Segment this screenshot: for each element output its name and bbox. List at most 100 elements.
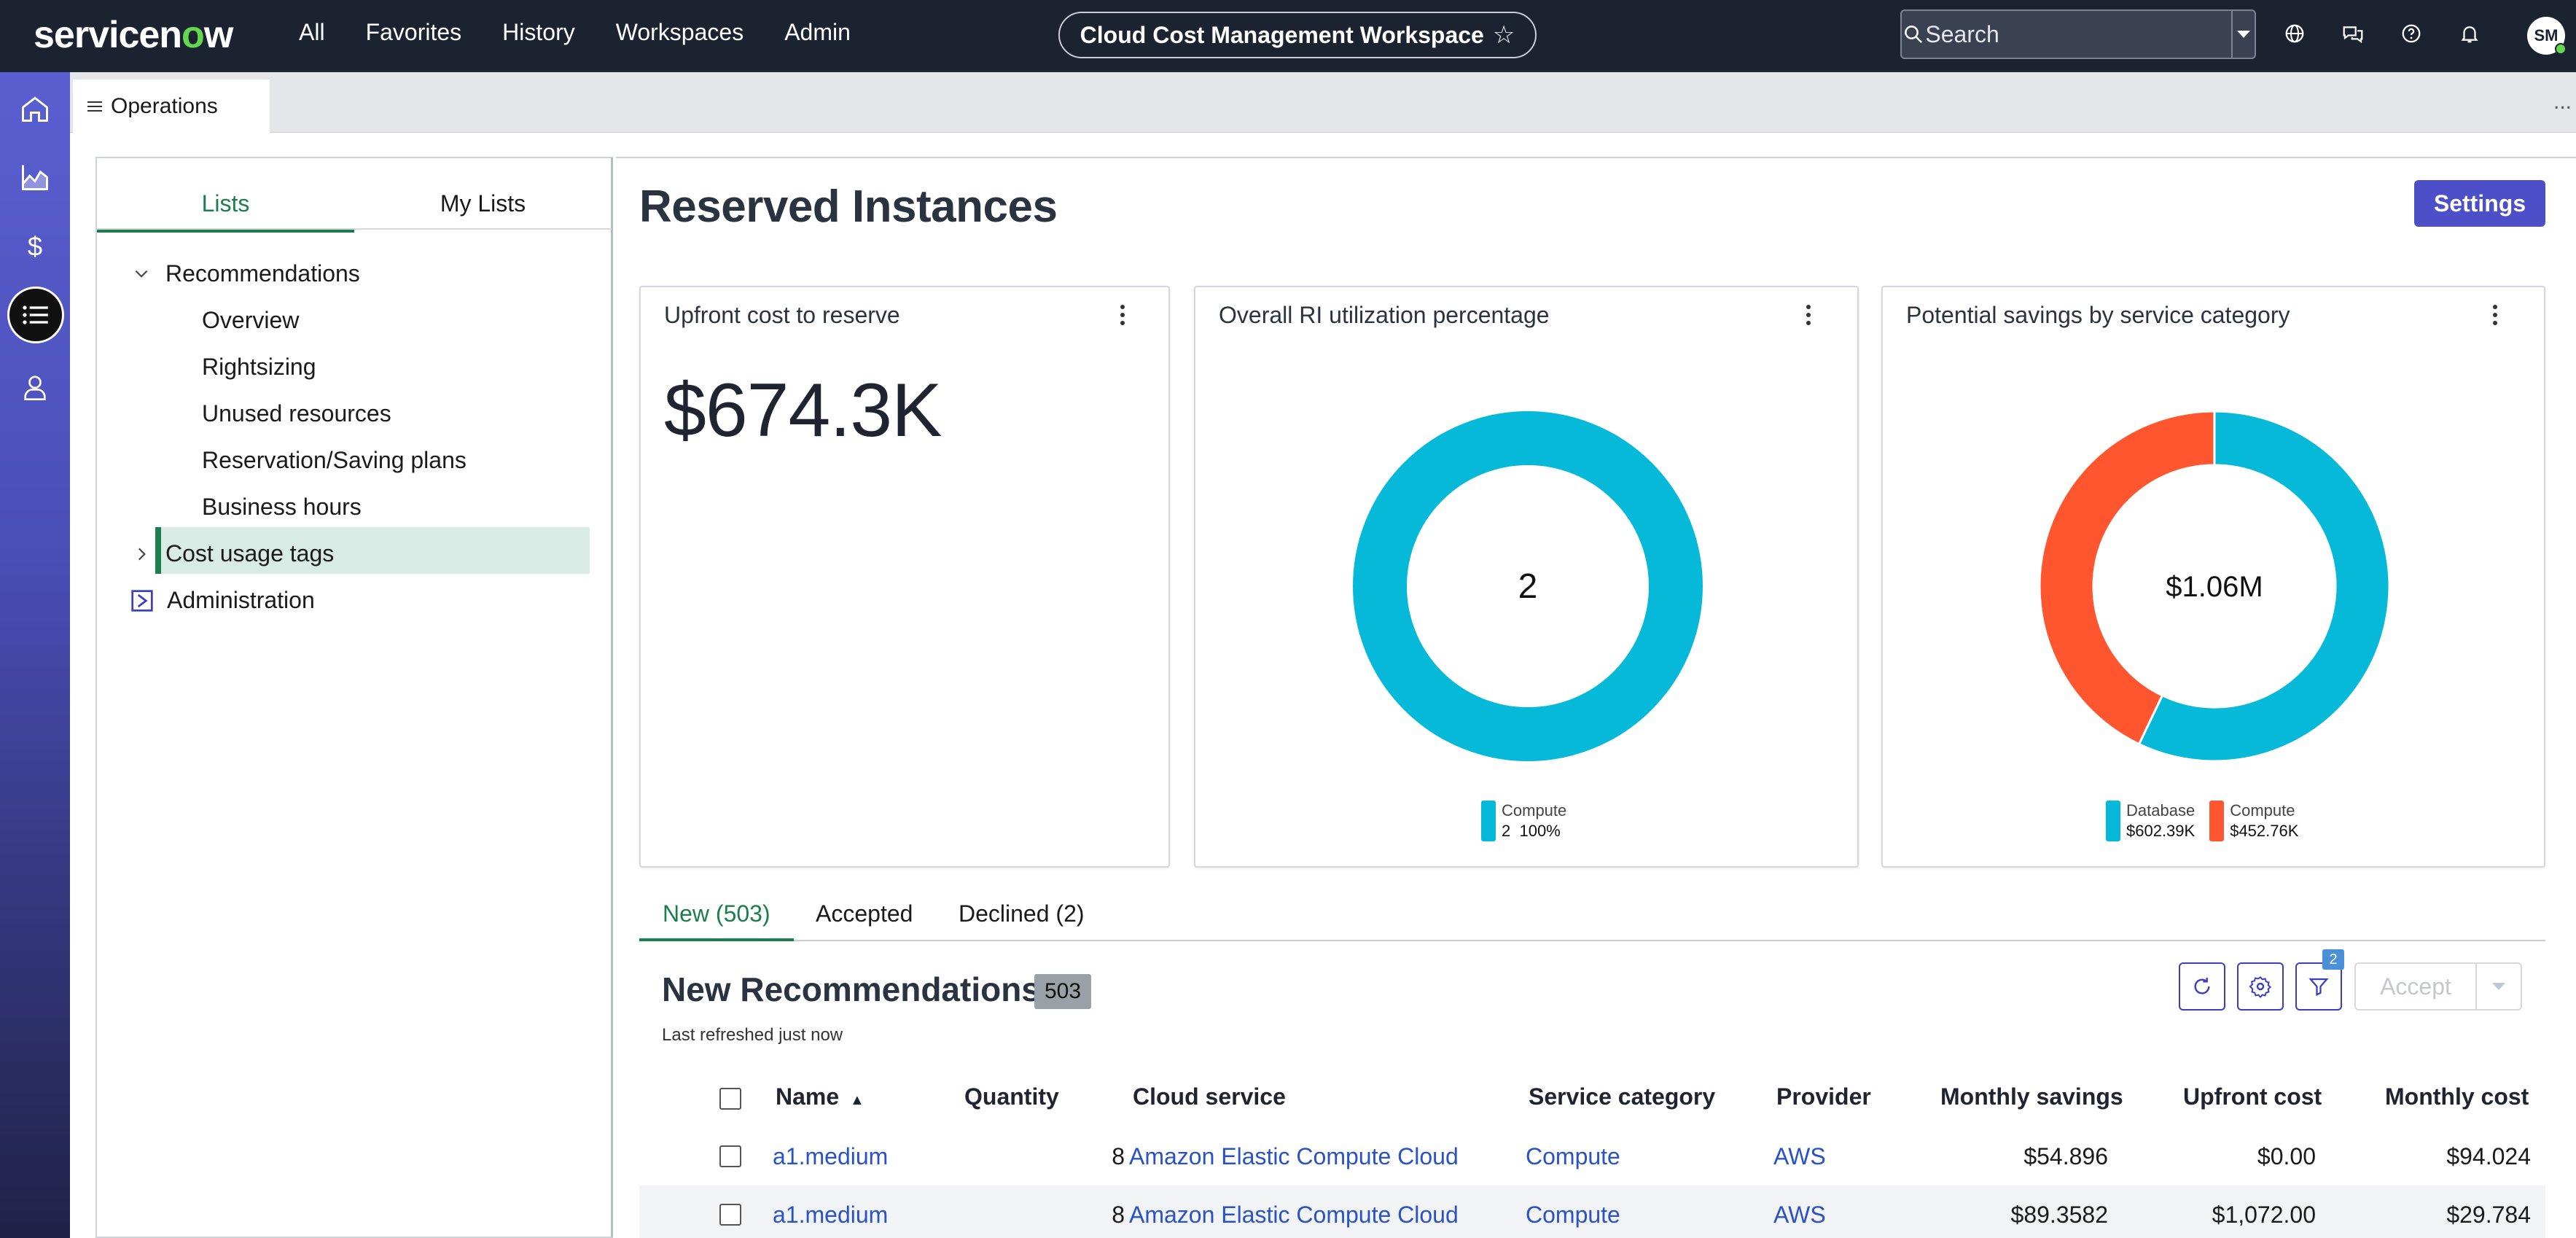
tree-node-cost-usage-tags[interactable]: Cost usage tags [132,540,334,567]
nav-workspaces[interactable]: Workspaces [615,19,744,45]
home-icon[interactable] [13,87,57,131]
tree-node-administration[interactable]: Administration [130,587,315,614]
table-row[interactable]: a1.medium 8 Amazon Elastic Compute Cloud… [639,1127,2545,1186]
legend-item-database[interactable]: Database $602.39K [2106,801,2195,841]
selected-item-highlight [155,527,590,574]
cell-upfront-cost: $0.00 [2257,1143,2316,1169]
user-avatar[interactable]: SM [2527,17,2567,55]
search-input[interactable] [1925,20,2232,48]
tree-item-overview[interactable]: Overview [202,307,300,333]
tab-operations[interactable]: Operations [73,79,270,133]
cell-provider[interactable]: AWS [1773,1143,1826,1169]
list-navigation-panel: Lists My Lists Recommendations Overview … [95,157,613,1238]
search-icon [1902,23,1925,45]
svg-text:$: $ [28,231,42,261]
bell-icon[interactable] [2455,19,2484,48]
chat-icon[interactable] [2338,19,2368,48]
column-header-monthly-cost[interactable]: Monthly cost [2385,1083,2529,1110]
nav-all[interactable]: All [299,19,325,45]
column-header-cloud-service[interactable]: Cloud service [1133,1083,1286,1110]
tree-node-recommendations[interactable]: Recommendations [132,260,360,287]
top-icon-group [2280,19,2484,48]
savings-legend: Database $602.39K Compute $452.76K [2106,801,2298,841]
last-refreshed-text: Last refreshed just now [662,1025,843,1045]
tree-label-administration: Administration [167,587,315,613]
upfront-cost-value: $674.3K [664,368,942,453]
cell-name[interactable]: a1.medium [773,1143,889,1169]
accept-button[interactable]: Accept [2354,962,2477,1011]
sort-ascending-icon: ▲ [850,1092,864,1108]
list-settings-button[interactable] [2237,962,2284,1011]
savings-slice-compute[interactable] [2038,410,2216,746]
gear-icon [2249,976,2272,998]
card-menu-icon[interactable] [1120,305,1128,329]
table-row[interactable]: a1.medium 8 Amazon Elastic Compute Cloud… [639,1186,2545,1238]
globe-icon[interactable] [2280,19,2309,48]
utilization-slice-compute[interactable] [1353,411,1703,761]
tree-item-business-hours[interactable]: Business hours [202,494,362,520]
cell-service-category[interactable]: Compute [1526,1143,1620,1169]
select-all-checkbox[interactable] [719,1088,741,1110]
card-menu-icon[interactable] [1806,305,1814,329]
row-checkbox[interactable] [719,1145,741,1167]
list-icon[interactable] [7,287,64,343]
list-panel-tabs: Lists My Lists [97,158,612,233]
column-header-quantity[interactable]: Quantity [964,1083,1059,1110]
nav-admin[interactable]: Admin [784,19,851,45]
savings-slice-database[interactable] [2137,410,2391,763]
legend-swatch [2106,801,2120,841]
legend-value: $602.39K [2126,822,2196,840]
column-header-provider[interactable]: Provider [1776,1083,1871,1110]
card-menu-icon[interactable] [2493,305,2500,329]
favorite-star-icon[interactable]: ☆ [1492,21,1515,49]
upfront-cost-title: Upfront cost to reserve [664,302,900,328]
cell-service-category[interactable]: Compute [1526,1202,1620,1228]
legend-item-compute[interactable]: Compute $452.76K [2209,801,2298,841]
column-header-service-category[interactable]: Service category [1529,1083,1716,1110]
chevron-down-icon [2492,983,2505,990]
column-header-upfront-cost[interactable]: Upfront cost [2183,1083,2322,1110]
recommendations-count-badge: 503 [1034,974,1092,1009]
nav-favorites[interactable]: Favorites [365,19,462,45]
tree-item-unused-resources[interactable]: Unused resources [202,400,391,427]
nav-history[interactable]: History [502,19,575,45]
tab-declined[interactable]: Declined (2) [959,900,1085,927]
refresh-button[interactable] [2179,962,2225,1011]
tab-new[interactable]: New (503) [639,900,794,941]
column-header-monthly-savings[interactable]: Monthly savings [1940,1083,2123,1110]
dollar-icon[interactable]: $ [13,224,57,268]
left-rail: $ [0,72,70,1238]
help-icon[interactable] [2397,19,2426,48]
tab-strip-more-icon[interactable]: ... [2553,90,2572,114]
tab-lists[interactable]: Lists [97,190,354,233]
user-icon[interactable] [13,365,57,409]
tree-item-reservation-saving-plans[interactable]: Reservation/Saving plans [202,447,467,473]
page-title: Reserved Instances [639,182,1058,232]
workspace-title-pill[interactable]: Cloud Cost Management Workspace ☆ [1058,12,1537,58]
column-header-name[interactable]: Name ▲ [776,1083,864,1110]
search-scope-dropdown[interactable] [2231,11,2255,58]
cell-cloud-service[interactable]: Amazon Elastic Compute Cloud [1129,1202,1459,1228]
legend-swatch [2209,801,2225,841]
analytics-icon[interactable] [13,155,57,199]
tab-my-lists[interactable]: My Lists [440,190,526,217]
recommendation-status-tabs: New (503) Accepted Declined (2) [639,893,2545,941]
servicenow-logo[interactable]: servicenow [34,14,233,56]
cell-cloud-service[interactable]: Amazon Elastic Compute Cloud [1129,1143,1459,1169]
row-checkbox[interactable] [719,1204,741,1226]
tab-accepted[interactable]: Accepted [816,900,913,927]
accept-dropdown-button[interactable] [2475,962,2522,1011]
cell-provider[interactable]: AWS [1773,1202,1826,1228]
workspace-tab-strip: Operations ... [70,72,2576,133]
legend-item-compute[interactable]: Compute 2 100% [1481,801,1566,841]
cell-monthly-savings: $89.3582 [2010,1202,2108,1228]
tree-label-recommendations: Recommendations [165,260,360,287]
cell-quantity: 8 [1112,1202,1125,1228]
settings-button[interactable]: Settings [2414,180,2545,227]
potential-savings-title: Potential savings by service category [1906,302,2290,328]
tree-item-rightsizing[interactable]: Rightsizing [202,354,316,380]
hamburger-menu-icon[interactable] [87,94,102,119]
global-search [1900,9,2256,59]
filter-button[interactable] [2295,962,2342,1011]
cell-name[interactable]: a1.medium [773,1202,889,1228]
